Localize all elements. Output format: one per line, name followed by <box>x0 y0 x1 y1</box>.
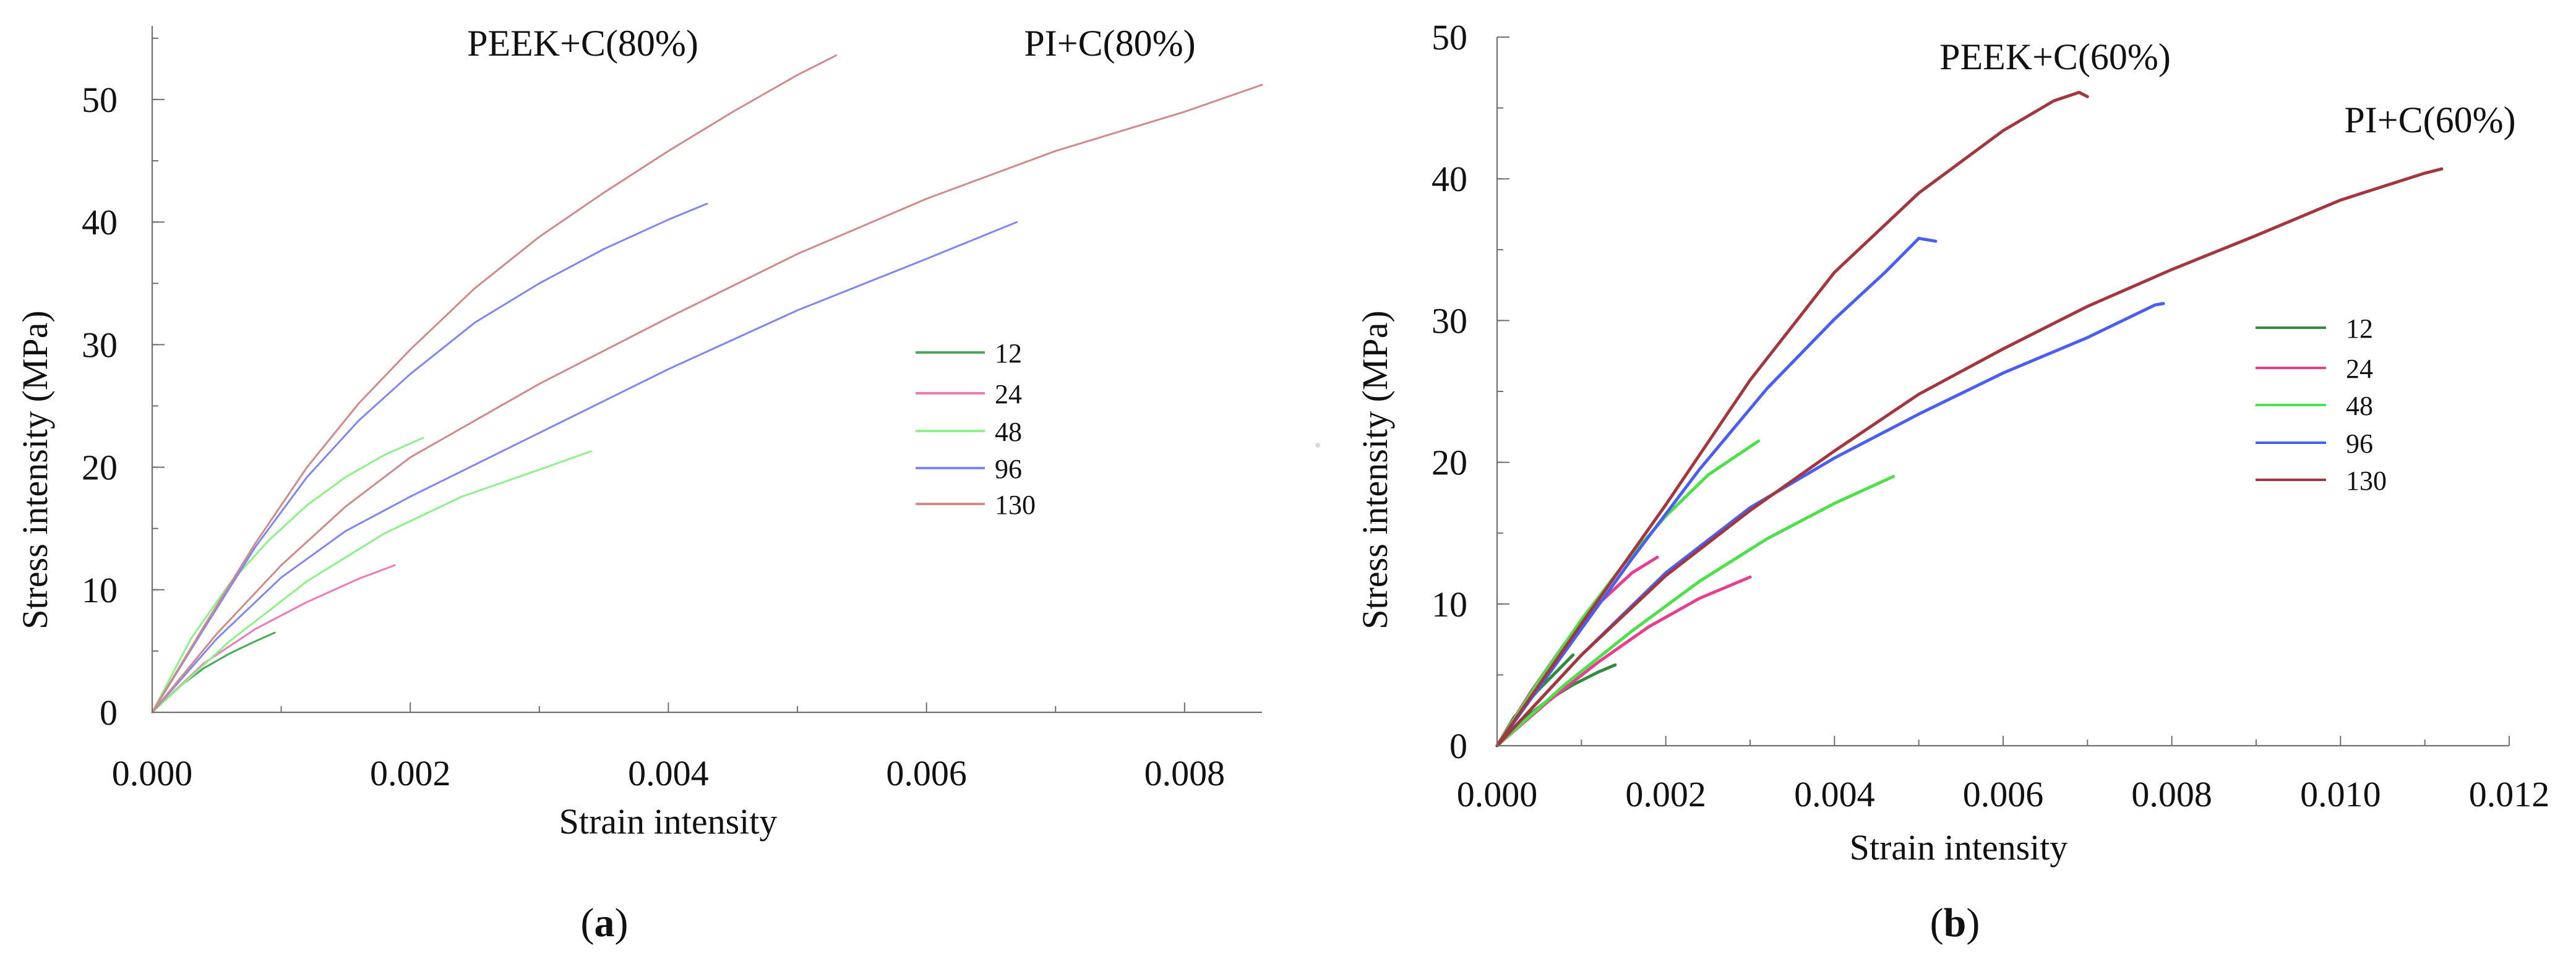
legend-label: 24 <box>995 379 1022 409</box>
x-tick-label: 0.008 <box>1144 753 1226 793</box>
x-tick-label: 0.008 <box>2131 774 2212 814</box>
x-tick-label: 0.000 <box>112 753 193 793</box>
series-130-line <box>1495 167 2444 748</box>
y-tick-label: 0 <box>1449 726 1467 766</box>
y-tick-label: 20 <box>1432 443 1467 483</box>
y-tick-label: 30 <box>82 325 118 365</box>
x-ticks: 0.000 0.002 0.004 0.006 0.008 0.010 0.012 <box>1457 736 2550 814</box>
series-96-line <box>151 221 1018 714</box>
x-tick-label: 0.006 <box>886 753 967 793</box>
series-48-line <box>151 450 592 714</box>
y-tick-label: 50 <box>82 80 118 120</box>
legend-entry: 130 <box>916 490 1036 520</box>
series-96-line <box>151 202 708 714</box>
legend-entry: 96 <box>916 454 1022 484</box>
x-tick-label: 0.000 <box>1457 774 1538 814</box>
series-130-line <box>151 54 838 714</box>
series-130-line <box>1495 90 2089 748</box>
caption-open: ( <box>581 900 595 945</box>
legend-entry: 12 <box>916 338 1022 369</box>
y-tick-label: 40 <box>1432 159 1467 199</box>
legend-label: 12 <box>995 338 1022 369</box>
series-48-line <box>1495 475 1896 748</box>
series-group <box>1495 90 2444 748</box>
annotation-label: PEEK+C(80%) <box>467 23 698 64</box>
series-24-line <box>151 564 396 714</box>
series-group <box>151 54 1263 714</box>
y-ticks: 0 10 20 30 40 50 <box>82 37 165 733</box>
caption-letter: a <box>595 900 615 945</box>
x-tick-label: 0.002 <box>1625 774 1706 814</box>
annotation-label: PEEK+C(60%) <box>1939 36 2171 77</box>
legend-entry: 24 <box>916 379 1022 409</box>
annotation-label: PI+C(60%) <box>2344 100 2515 140</box>
y-tick-label: 30 <box>1432 301 1467 341</box>
series-48-line <box>151 437 424 714</box>
y-tick-label: 10 <box>82 570 118 610</box>
legend-label: 48 <box>2346 391 2373 421</box>
legend-label: 130 <box>2346 466 2387 496</box>
y-tick-label: 20 <box>82 448 118 488</box>
y-tick-label: 50 <box>1432 17 1467 58</box>
y-tick-label: 10 <box>1432 584 1467 625</box>
legend-entry: 24 <box>2256 354 2373 384</box>
caption-open: ( <box>1930 900 1944 945</box>
y-tick-label: 40 <box>82 202 118 242</box>
legend-entry: 48 <box>2256 391 2373 421</box>
x-ticks: 0.000 0.002 0.004 0.006 0.008 <box>112 702 1225 793</box>
x-tick-label: 0.004 <box>628 753 709 793</box>
legend: 12 24 48 96 130 <box>2256 314 2387 496</box>
legend-entry: 130 <box>2256 466 2387 496</box>
x-axis-label: Strain intensity <box>1850 827 2068 868</box>
legend-label: 48 <box>995 417 1022 447</box>
y-tick-label: 0 <box>100 693 118 733</box>
figure-caption: (b) <box>1930 900 1980 945</box>
legend-entry: 96 <box>2256 429 2373 459</box>
x-tick-label: 0.012 <box>2469 774 2550 814</box>
legend-label: 96 <box>995 454 1022 484</box>
figure-caption: (a) <box>581 900 629 945</box>
y-axis-label: Stress intensity (MPa) <box>15 310 55 629</box>
legend: 12 24 48 96 130 <box>916 338 1036 520</box>
x-tick-label: 0.002 <box>370 753 451 793</box>
x-tick-label: 0.006 <box>1963 774 2044 814</box>
chart-panel-a: 0 10 20 30 40 50 0.000 0.002 0.004 0.006 0.008 St… <box>15 23 1263 945</box>
y-ticks: 0 10 20 30 40 50 <box>1432 17 1509 766</box>
x-tick-label: 0.010 <box>2300 774 2381 814</box>
legend-label: 12 <box>2346 314 2373 344</box>
stray-dot <box>1315 443 1320 448</box>
caption-close: ) <box>1966 900 1980 945</box>
legend-label: 130 <box>995 490 1036 520</box>
caption-close: ) <box>615 900 629 945</box>
annotation-label: PI+C(80%) <box>1024 23 1195 64</box>
x-tick-label: 0.004 <box>1794 774 1875 814</box>
x-axis-label: Strain intensity <box>559 801 778 842</box>
series-96-line <box>1495 236 1938 748</box>
legend-entry: 48 <box>916 417 1022 447</box>
caption-letter: b <box>1944 900 1967 945</box>
legend-entry: 12 <box>2256 314 2373 344</box>
legend-label: 24 <box>2346 354 2373 384</box>
series-130-line <box>151 83 1263 714</box>
y-axis-label: Stress intensity (MPa) <box>1355 310 1395 629</box>
legend-label: 96 <box>2346 429 2373 459</box>
